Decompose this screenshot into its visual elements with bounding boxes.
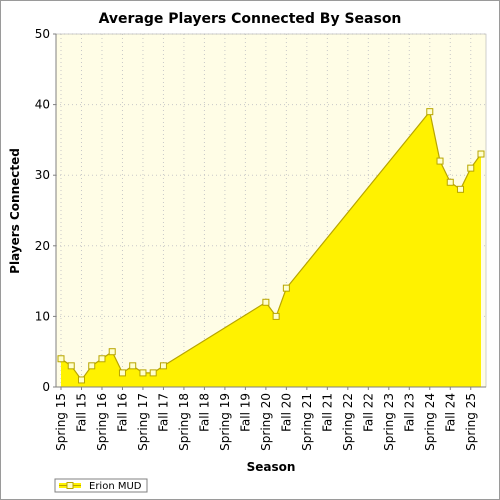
- x-tick-label: Fall 19: [238, 393, 252, 432]
- x-tick-label: Fall 20: [279, 393, 293, 432]
- x-tick-label: Spring 19: [218, 393, 232, 451]
- data-point: [457, 185, 465, 193]
- x-tick-label: Spring 23: [382, 393, 396, 451]
- data-point: [262, 298, 270, 306]
- x-tick-label: Fall 22: [361, 393, 375, 432]
- y-axis-title: Players Connected: [8, 148, 22, 274]
- x-tick-label: Spring 21: [300, 393, 314, 451]
- data-point: [98, 355, 106, 363]
- x-tick-label: Fall 24: [443, 393, 457, 432]
- y-tick-labels: 0 10 20 30 40 50: [35, 27, 56, 394]
- legend-label: Erion MUD: [89, 481, 142, 492]
- y-tick-label: 40: [35, 98, 50, 112]
- x-tick-label: Spring 24: [423, 393, 437, 451]
- y-tick-label: 0: [42, 380, 50, 394]
- x-tick-label: Spring 17: [136, 393, 150, 451]
- x-axis-title: Season: [247, 460, 296, 474]
- data-point: [272, 312, 280, 320]
- area-fill: [61, 111, 481, 387]
- x-tick-label: Fall 18: [197, 393, 211, 432]
- x-tick-label: Spring 20: [259, 393, 273, 451]
- area-series: [57, 108, 485, 387]
- data-point: [77, 376, 85, 384]
- y-tick-label: 10: [35, 309, 50, 323]
- data-point: [282, 284, 290, 292]
- y-tick-label: 30: [35, 168, 50, 182]
- x-tick-label: Spring 25: [464, 393, 478, 451]
- y-tick-label: 50: [35, 27, 50, 41]
- x-tick-label: Spring 15: [54, 393, 68, 451]
- data-point: [139, 369, 147, 377]
- data-point: [108, 348, 116, 356]
- data-point: [159, 362, 167, 370]
- data-point: [467, 164, 475, 172]
- x-tick-label: Fall 15: [74, 393, 88, 432]
- x-tick-label: Spring 22: [341, 393, 355, 451]
- axes: [55, 33, 487, 388]
- y-tick-label: 20: [35, 239, 50, 253]
- x-tick-label: Fall 17: [156, 393, 170, 432]
- data-point: [57, 355, 65, 363]
- chart-title: Average Players Connected By Season: [99, 11, 402, 27]
- data-point: [118, 369, 126, 377]
- data-point: [129, 362, 137, 370]
- data-point: [88, 362, 96, 370]
- legend: Erion MUD: [54, 478, 148, 493]
- x-tick-labels: Spring 15 Fall 15 Spring 16 Fall 16 Spring 1…: [54, 387, 478, 451]
- x-tick-label: Fall 23: [402, 393, 416, 432]
- x-tick-label: Spring 16: [95, 393, 109, 451]
- data-point: [446, 178, 454, 186]
- x-tick-label: Fall 21: [320, 393, 334, 432]
- data-point: [149, 369, 157, 377]
- legend-marker: [66, 482, 74, 489]
- data-point: [67, 362, 75, 370]
- data-point: [426, 108, 434, 116]
- data-point: [477, 150, 485, 158]
- x-tick-label: Fall 16: [115, 393, 129, 432]
- x-tick-label: Spring 18: [177, 393, 191, 451]
- data-point: [436, 157, 444, 165]
- legend-box: [54, 478, 148, 493]
